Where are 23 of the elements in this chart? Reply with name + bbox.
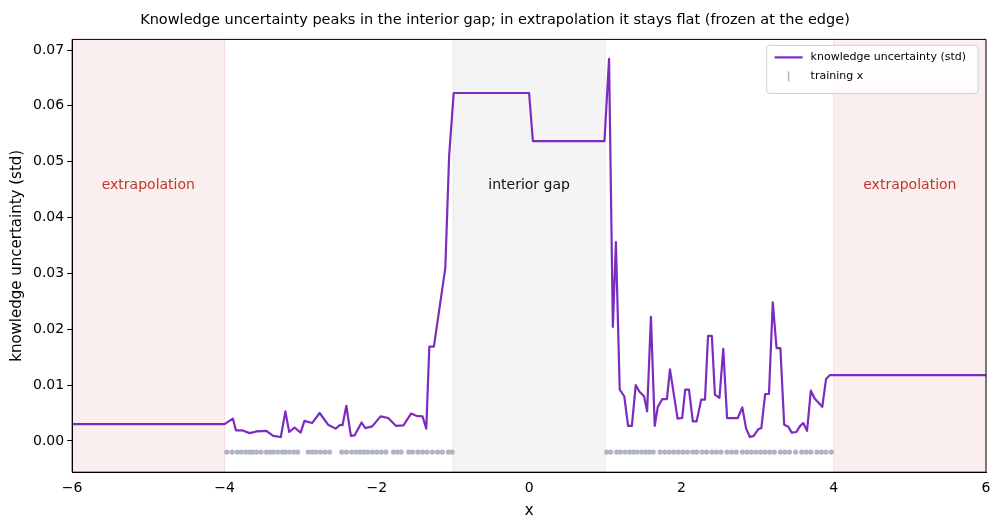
legend-label: training x xyxy=(810,69,864,83)
y-tick-label: 0.03 xyxy=(33,264,65,281)
x-tick-label: −2 xyxy=(366,479,388,496)
x-tick-label: 2 xyxy=(676,479,686,496)
y-tick-label: 0.00 xyxy=(33,431,65,448)
band-label: interior gap xyxy=(488,176,571,193)
band-label: extrapolation xyxy=(101,176,195,193)
x-tick-label: −6 xyxy=(61,479,83,496)
legend-label: knowledge uncertainty (std) xyxy=(810,50,967,64)
y-tick-label: 0.02 xyxy=(33,319,65,336)
x-tick-label: −4 xyxy=(214,479,235,496)
y-tick-label: 0.05 xyxy=(33,152,65,169)
x-axis-title: x xyxy=(524,500,534,519)
x-tick-label: 4 xyxy=(829,479,839,496)
y-tick-label: 0.07 xyxy=(33,40,65,57)
x-tick-label: 6 xyxy=(981,479,991,496)
y-tick-label: 0.06 xyxy=(33,96,65,113)
band-label: extrapolation xyxy=(863,176,957,193)
y-axis-title: knowledge uncertainty (std) xyxy=(6,149,25,362)
y-tick-label: 0.04 xyxy=(33,208,65,225)
x-tick-label: 0 xyxy=(524,479,534,496)
y-tick-label: 0.01 xyxy=(33,375,65,392)
chart-title: Knowledge uncertainty peaks in the interior gap; in extrapolation it stays flat (frozen at the edge) xyxy=(140,11,850,28)
